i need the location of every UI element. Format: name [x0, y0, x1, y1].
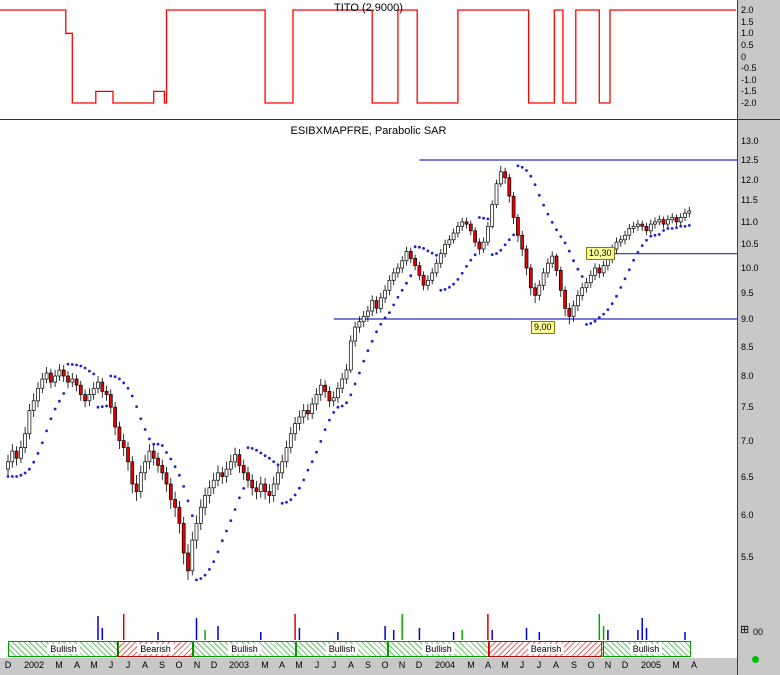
price-axis-label: 9.0 — [741, 314, 754, 324]
x-axis-label: M — [467, 660, 475, 670]
trend-zone-label: Bearish — [137, 644, 174, 654]
price-axis-label: 7.0 — [741, 436, 754, 446]
trend-zone-label: Bullish — [325, 644, 359, 654]
x-axis-label: A — [484, 660, 492, 670]
price-level-flag: 9,00 — [531, 321, 555, 334]
x-axis-label: O — [381, 660, 389, 670]
price-axis-label: 10.0 — [741, 263, 759, 273]
x-axis-label: 2003 — [228, 660, 250, 670]
x-axis-label: J — [519, 660, 525, 670]
trend-zone-label: Bullish — [629, 644, 663, 654]
x-axis-label: S — [158, 660, 166, 670]
x-axis: D 2002 M A M J J A S O N D 2003 M A M J J A S O N D 2004 M A M J J A S… — [0, 658, 780, 675]
trend-zone-label: Bullish — [228, 644, 261, 654]
x-axis-label: M — [90, 660, 98, 670]
x-axis-label: J — [314, 660, 320, 670]
candles-layer — [6, 165, 692, 580]
x-axis-label: J — [125, 660, 131, 670]
x-axis-label: J — [108, 660, 114, 670]
x-axis-label: A — [347, 660, 355, 670]
x-axis-label: 2002 — [23, 660, 45, 670]
x-axis-label: N — [398, 660, 406, 670]
price-axis-label: 8.0 — [741, 371, 754, 381]
tito-axis-label: 0.5 — [741, 40, 754, 50]
x-axis-label: A — [278, 660, 286, 670]
tito-line — [0, 9, 736, 104]
parabolic-sar-layer — [6, 164, 691, 582]
candlestick-chart[interactable] — [0, 120, 737, 658]
trend-zone-bullish: Bullish — [192, 641, 297, 657]
price-axis-label: 11.5 — [741, 195, 758, 205]
x-axis-label: A — [73, 660, 81, 670]
x-axis-label: J — [536, 660, 542, 670]
trend-zone-label: Bearish — [527, 644, 565, 654]
price-axis-label: 8.5 — [741, 342, 754, 352]
price-axis-label: 13.0 — [741, 136, 759, 146]
signal-ticks-layer — [97, 614, 686, 640]
x-axis-label: J — [331, 660, 337, 670]
price-axis-label: 10.5 — [741, 239, 759, 249]
trend-zone-bullish: Bullish — [387, 641, 490, 657]
x-axis-label: M — [295, 660, 303, 670]
tito-axis-label: -1.5 — [741, 86, 757, 96]
x-axis-label: A — [552, 660, 560, 670]
trend-zone-bearish: Bearish — [117, 641, 194, 657]
right-axis-margin: ⊞ 00 2.0 1.5 1.0 0.5 0 -0.5 -1.0 -1.5 -2.0 13.0 12… — [737, 0, 780, 675]
price-axis-label: 12.5 — [741, 155, 759, 165]
pane-separator — [0, 119, 780, 120]
price-axis-label: 9.5 — [741, 288, 754, 298]
tito-axis-label: -2.0 — [741, 98, 757, 108]
trend-zone-bearish: Bearish — [488, 641, 604, 657]
price-axis-label: 6.5 — [741, 472, 754, 482]
x-axis-label: O — [175, 660, 183, 670]
x-axis-label: 2004 — [434, 660, 456, 670]
x-axis-label: N — [604, 660, 612, 670]
trend-zone-bullish: Bullish — [8, 641, 119, 657]
x-axis-label: M — [672, 660, 680, 670]
x-axis-label: O — [587, 660, 595, 670]
tito-indicator-pane: TITO (2.9000) — [0, 0, 737, 119]
x-axis-label: M — [261, 660, 269, 670]
trend-zone-bullish: Bullish — [601, 641, 691, 657]
tito-axis-label: 0 — [741, 52, 747, 62]
x-axis-label: M — [501, 660, 509, 670]
tito-axis-label: 2.0 — [741, 5, 754, 15]
price-level-flag: 10,30 — [586, 247, 615, 260]
x-axis-label: N — [193, 660, 201, 670]
tito-axis-label: 1.5 — [741, 17, 754, 27]
x-axis-label: S — [570, 660, 578, 670]
trend-band: Bullish Bearish Bullish Bullish Bullish Beari… — [0, 641, 737, 657]
price-axis-label: 5.5 — [741, 552, 754, 562]
x-axis-label: D — [210, 660, 218, 670]
price-axis-label: 11.0 — [741, 217, 758, 227]
scale-grid-icon[interactable]: ⊞ — [740, 624, 750, 636]
tito-axis-label: -1.0 — [741, 75, 757, 85]
x-axis-label: S — [364, 660, 372, 670]
tito-step-line-chart[interactable] — [0, 0, 737, 119]
x-axis-label: D — [415, 660, 423, 670]
x-axis-label: 2005 — [640, 660, 662, 670]
trend-zone-bullish: Bullish — [295, 641, 389, 657]
price-axis-label: 12.0 — [741, 175, 759, 185]
x-axis-label: D — [4, 660, 12, 670]
price-pane: ESIBXMAPFRE, Parabolic SAR — [0, 120, 737, 658]
trend-zone-label: Bullish — [47, 644, 80, 654]
tito-axis-label: -0.5 — [741, 63, 757, 73]
x-axis-label: A — [141, 660, 149, 670]
status-dot — [752, 656, 759, 663]
x-axis-label: M — [55, 660, 63, 670]
tito-axis-label: 1.0 — [741, 28, 754, 38]
price-axis-label: 7.5 — [741, 402, 754, 412]
trend-zone-label: Bullish — [422, 644, 455, 654]
x-axis-label: D — [621, 660, 629, 670]
x-axis-label: A — [690, 660, 698, 670]
price-axis-label: 6.0 — [741, 510, 754, 520]
scale-value-label: 00 — [753, 627, 764, 637]
